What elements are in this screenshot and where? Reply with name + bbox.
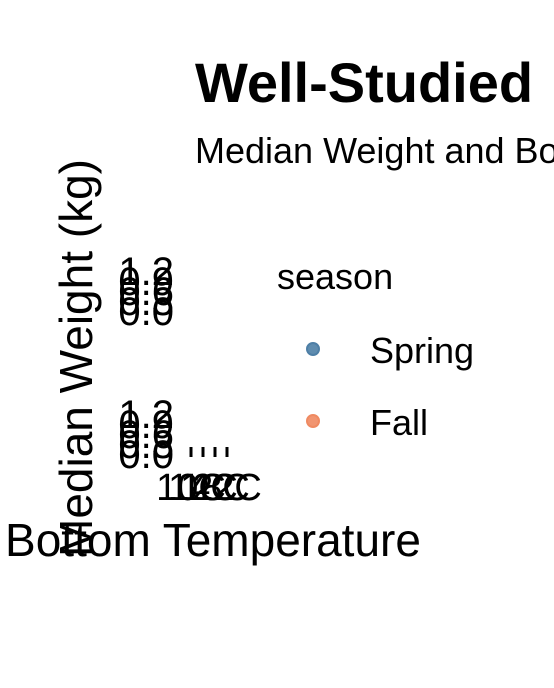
x-tick-label-1: 14C [168, 467, 238, 509]
x-tick-label-3: 22C [192, 467, 262, 509]
y-tick-label-top-4: 1.2 [118, 250, 174, 294]
legend-key-spring [306, 342, 320, 356]
y-tick-label-bottom-1: 0.3 [118, 423, 174, 467]
y-tick-label-top-3: 0.9 [118, 260, 174, 304]
chart-subtitle: Median Weight and Bo [195, 130, 554, 171]
facet-panel-top: 0.00.30.60.91.2 [118, 250, 174, 334]
x-tick-label-2: 18C [180, 467, 250, 509]
x-axis-title: Bottom Temperature [5, 514, 421, 566]
facet-panel-bottom: 0.00.30.60.91.2 [118, 393, 174, 477]
y-tick-label-bottom-4: 1.2 [118, 393, 174, 437]
y-tick-label-top-2: 0.6 [118, 270, 174, 314]
y-tick-label-bottom-2: 0.6 [118, 413, 174, 457]
legend: Spring Fall [306, 330, 474, 443]
legend-label-spring: Spring [370, 330, 474, 371]
y-tick-label-bottom-0: 0.0 [118, 433, 174, 477]
y-tick-label-bottom-3: 0.9 [118, 403, 174, 447]
legend-title: season [277, 256, 393, 297]
legend-label-fall: Fall [370, 402, 428, 443]
y-tick-label-top-0: 0.0 [118, 290, 174, 334]
legend-key-fall [306, 414, 320, 428]
y-axis-title: Median Weight (kg) [50, 159, 102, 557]
x-tick-label-0: 10C [156, 467, 226, 509]
y-tick-label-top-1: 0.3 [118, 280, 174, 324]
chart-title: Well-Studied [195, 51, 533, 114]
